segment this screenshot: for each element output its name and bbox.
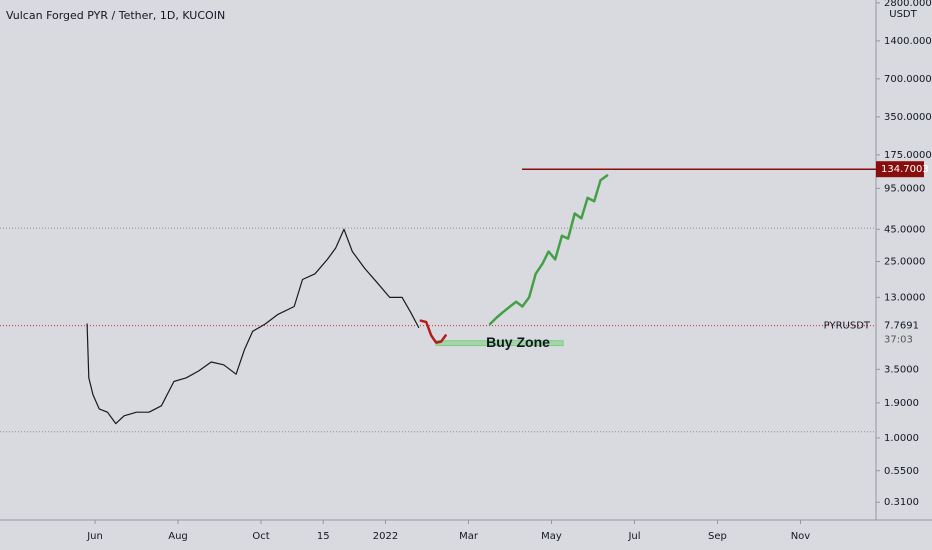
last-price-countdown: 37:03 [884, 335, 913, 346]
x-tick-label: May [541, 531, 562, 542]
last-price-value: 7.7691 [884, 321, 919, 332]
y-tick-label: 45.0000 [884, 224, 925, 235]
target-label-box [876, 161, 924, 178]
x-tick-label: Nov [791, 531, 811, 542]
y-tick-label: 2800.0000 [884, 0, 932, 9]
x-tick-label: Mar [459, 531, 479, 542]
y-tick-label: 1.0000 [884, 433, 919, 444]
y-tick-label: 175.0000 [884, 150, 932, 161]
buy-zone-label: Buy Zone [486, 334, 550, 350]
x-tick-label: Jul [627, 531, 640, 542]
y-unit: USDT [889, 9, 917, 20]
y-tick-label: 350.0000 [884, 112, 932, 123]
x-tick-label: Sep [708, 531, 727, 542]
y-tick-label: 0.5500 [884, 466, 919, 477]
y-tick-label: 13.0000 [884, 292, 925, 303]
price-line [488, 174, 609, 326]
price-line [86, 228, 420, 425]
y-tick-label: 1400.0000 [884, 36, 932, 47]
y-tick-label: 95.0000 [884, 183, 925, 194]
y-tick-label: 1.9000 [884, 398, 919, 409]
x-tick-label: Aug [168, 531, 188, 542]
x-tick-label: Oct [252, 531, 269, 542]
y-tick-label: 700.0000 [884, 74, 932, 85]
y-tick-label: 0.3100 [884, 497, 919, 508]
y-tick-label: 3.5000 [884, 364, 919, 375]
target-label: 134.7003 [881, 164, 929, 175]
y-tick-label: 25.0000 [884, 257, 925, 268]
x-tick-label: 2022 [373, 531, 398, 542]
x-tick-label: 15 [317, 531, 330, 542]
price-line [419, 319, 447, 344]
x-tick-label: Jun [86, 531, 103, 542]
last-price-name: PYRUSDT [824, 321, 871, 332]
chart-title: Vulcan Forged PYR / Tether, 1D, KUCOIN [6, 9, 225, 22]
